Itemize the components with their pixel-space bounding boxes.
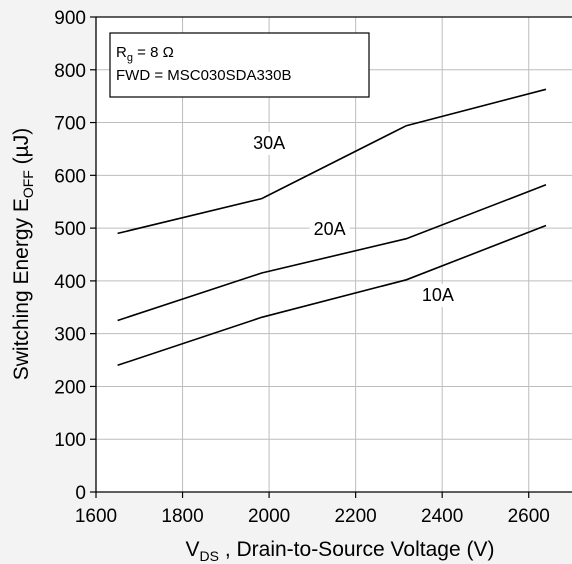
x-axis-title-rest: , Drain-to-Source Voltage (V) — [219, 538, 494, 561]
legend-rg-rest: = 8 Ω — [133, 44, 174, 61]
series-line-30A — [117, 88, 547, 235]
y-tick-labels: 0 100 200 300 400 500 600 700 800 900 — [54, 8, 86, 504]
y-tick-label: 800 — [54, 61, 86, 82]
y-axis-title-rest: (µJ) — [10, 128, 33, 170]
x-tick-label: 1600 — [75, 506, 117, 527]
x-tick-label: 2200 — [334, 506, 376, 527]
axes-frame — [90, 16, 572, 498]
legend-fwd: FWD = MSC030SDA330B — [116, 67, 291, 84]
annotation-10A: 10A — [422, 285, 454, 305]
legend-rg-line: Rg = 8 Ω — [116, 44, 174, 64]
x-tick-label: 1800 — [161, 506, 203, 527]
y-tick-label: 900 — [54, 8, 86, 29]
y-tick-label: 0 — [75, 483, 86, 504]
y-tick-label: 400 — [54, 272, 86, 293]
series-line-20A — [117, 184, 547, 322]
annotation-bg-10A — [417, 283, 458, 307]
x-axis-title-main: V — [186, 538, 200, 561]
x-tick-label: 2400 — [421, 506, 463, 527]
y-axis-title-main: Switching Energy E — [10, 198, 33, 380]
y-tick-label: 700 — [54, 114, 86, 135]
y-axis-title-sub: OFF — [20, 170, 36, 198]
legend-rg-sub: g — [127, 52, 133, 64]
annotation-bg-20A — [309, 217, 350, 241]
legend-box — [109, 32, 370, 98]
annotation-30A: 30A — [253, 133, 285, 153]
legend: Rg = 8 Ω FWD = MSC030SDA330B — [109, 32, 370, 98]
x-tick-label: 2600 — [508, 506, 550, 527]
series-lines — [117, 88, 547, 367]
x-tick-labels: 1600 1800 2000 2200 2400 2600 — [75, 506, 550, 527]
annotation-bg-30A — [249, 131, 290, 155]
series-annotations: 30A 20A 10A — [249, 131, 458, 307]
y-tick-label: 500 — [54, 219, 86, 240]
y-tick-label: 600 — [54, 166, 86, 187]
annotation-20A: 20A — [314, 219, 346, 239]
y-tick-label: 300 — [54, 325, 86, 346]
x-axis-title: VDS , Drain-to-Source Voltage (V) — [186, 538, 495, 564]
y-axis-title: Switching Energy EOFF (µJ) — [10, 128, 36, 381]
y-tick-label: 200 — [54, 377, 86, 398]
x-axis-title-sub: DS — [200, 548, 219, 564]
series-line-10A — [117, 224, 547, 367]
x-tick-label: 2000 — [248, 506, 290, 527]
y-tick-label: 100 — [54, 430, 86, 451]
legend-rg-main: R — [116, 44, 127, 61]
